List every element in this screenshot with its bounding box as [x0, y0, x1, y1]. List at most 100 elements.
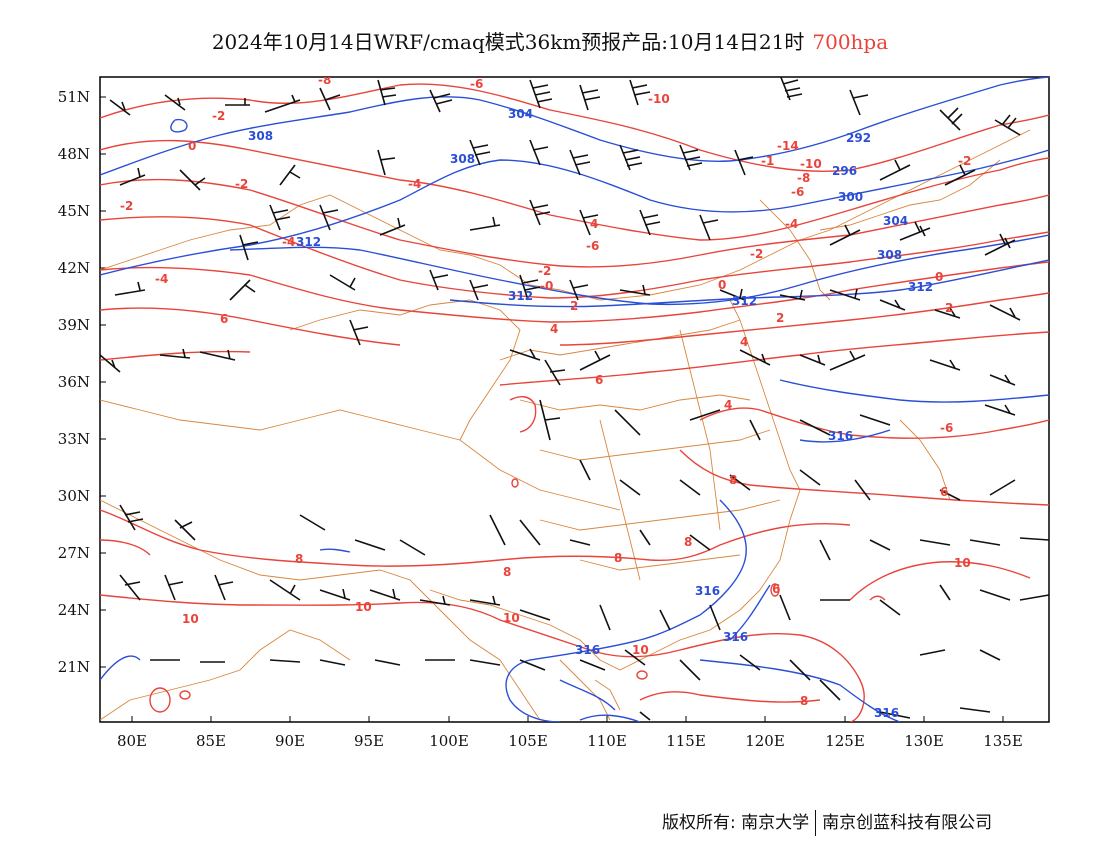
height-label: 304: [883, 214, 908, 228]
lat-label: 48N: [58, 145, 90, 163]
height-label: 292: [846, 131, 871, 145]
temp-label: -8: [797, 171, 810, 185]
height-label: 300: [838, 190, 863, 204]
height-label: 316: [695, 584, 720, 598]
temp-label: 4: [740, 335, 748, 349]
lat-label: 33N: [58, 430, 90, 448]
temp-label: 8: [729, 473, 737, 487]
height-labels: 304 308 308 312 312 312 292 296 300 304 …: [248, 107, 933, 720]
lat-label: 45N: [58, 202, 90, 220]
lat-label: 39N: [58, 316, 90, 334]
temp-label: -8: [318, 73, 331, 87]
height-label: 308: [248, 129, 273, 143]
title-main: 2024年10月14日WRF/cmaq模式36km预报产品:10月14日21时: [211, 30, 805, 54]
temp-label: 4: [550, 322, 558, 336]
temp-label: -2: [212, 109, 225, 123]
height-label: 316: [874, 706, 899, 720]
height-label: 312: [296, 235, 321, 249]
temperature-contours: [100, 83, 1049, 722]
title-level: 700hpa: [812, 30, 889, 54]
temp-label: -1: [761, 154, 774, 168]
height-label: 308: [450, 152, 475, 166]
lon-label: 95E: [354, 732, 384, 750]
temp-label: -4: [785, 217, 798, 231]
temp-label: -0: [540, 279, 553, 293]
temp-label: 8: [800, 694, 808, 708]
temp-label: 0: [935, 270, 943, 284]
temp-label: 0: [188, 139, 196, 153]
temperature-cells: [149, 478, 780, 713]
lon-label: 120E: [745, 732, 785, 750]
temp-label: -4: [155, 272, 168, 286]
height-label: 308: [877, 248, 902, 262]
temp-label: 10: [355, 600, 372, 614]
lon-label: 100E: [429, 732, 469, 750]
temp-label: -2: [538, 264, 551, 278]
temp-label: -14: [777, 139, 799, 153]
lat-axis: 51N 48N 45N 42N 39N 36N 33N 30N 27N 24N …: [58, 88, 90, 676]
temp-label: -10: [800, 157, 822, 171]
temp-label: -6: [586, 239, 599, 253]
temp-label: 4: [590, 217, 598, 231]
plot-frame: [99, 76, 1050, 723]
temp-label: -10: [648, 92, 670, 106]
temp-label: 8: [503, 565, 511, 579]
map-borders: [100, 129, 1031, 721]
height-contours: [100, 77, 1049, 722]
map-title: 2024年10月14日WRF/cmaq模式36km预报产品:10月14日21时 7…: [0, 26, 1100, 55]
temp-label: -4: [408, 177, 421, 191]
temp-label: 4: [724, 398, 732, 412]
lon-label: 85E: [196, 732, 226, 750]
temp-label: -6: [940, 421, 953, 435]
temp-label: 2: [945, 301, 953, 315]
lat-label: 27N: [58, 544, 90, 562]
lon-label: 135E: [983, 732, 1023, 750]
height-label: 304: [508, 107, 533, 121]
temp-label: 6: [940, 485, 948, 499]
lon-label: 110E: [587, 732, 627, 750]
lat-label: 21N: [58, 658, 90, 676]
temp-label: 2: [776, 311, 784, 325]
copyright-right: 南京创蓝科技有限公司: [822, 813, 993, 833]
lon-label: 130E: [904, 732, 944, 750]
height-label: 316: [723, 630, 748, 644]
temp-label: 8: [684, 535, 692, 549]
temp-label: 0: [718, 278, 726, 292]
height-label: 296: [832, 164, 857, 178]
temp-label: 8: [295, 552, 303, 566]
temp-label: 6: [595, 373, 603, 387]
temp-label: 10: [632, 643, 649, 657]
temp-label: 8: [614, 551, 622, 565]
lon-label: 115E: [666, 732, 706, 750]
temp-label: 10: [954, 556, 971, 570]
temp-label: 6: [220, 312, 228, 326]
temp-label: -2: [958, 154, 971, 168]
height-label: 316: [828, 429, 853, 443]
copyright-footer: 版权所有: 南京大学 南京创蓝科技有限公司: [662, 808, 992, 836]
copyright-left: 版权所有: 南京大学: [662, 813, 810, 833]
height-label: 312: [908, 280, 933, 294]
temp-label: 6: [772, 582, 780, 596]
lat-label: 36N: [58, 373, 90, 391]
height-label: 312: [732, 294, 757, 308]
temp-label: -6: [470, 77, 483, 91]
lat-label: 42N: [58, 259, 90, 277]
temp-label: -2: [750, 247, 763, 261]
temp-label: 10: [182, 612, 199, 626]
lon-axis: 80E 85E 90E 95E 100E 105E 110E 115E 120E…: [117, 732, 1023, 750]
footer-divider: [815, 810, 817, 836]
temp-label: 10: [503, 611, 520, 625]
lon-label: 105E: [508, 732, 548, 750]
lat-label: 24N: [58, 601, 90, 619]
height-label: 316: [575, 643, 600, 657]
lat-label: 30N: [58, 487, 90, 505]
lon-label: 90E: [275, 732, 305, 750]
lon-label: 125E: [825, 732, 865, 750]
temp-label: -4: [282, 235, 295, 249]
lon-label: 80E: [117, 732, 147, 750]
lat-label: 51N: [58, 88, 90, 106]
temp-label: -2: [120, 199, 133, 213]
temperature-labels: -8 -6 -2 0 -2 -4 -10 -14 -1 -10 -8 -6 -4…: [120, 73, 971, 708]
temp-label: -6: [791, 185, 804, 199]
